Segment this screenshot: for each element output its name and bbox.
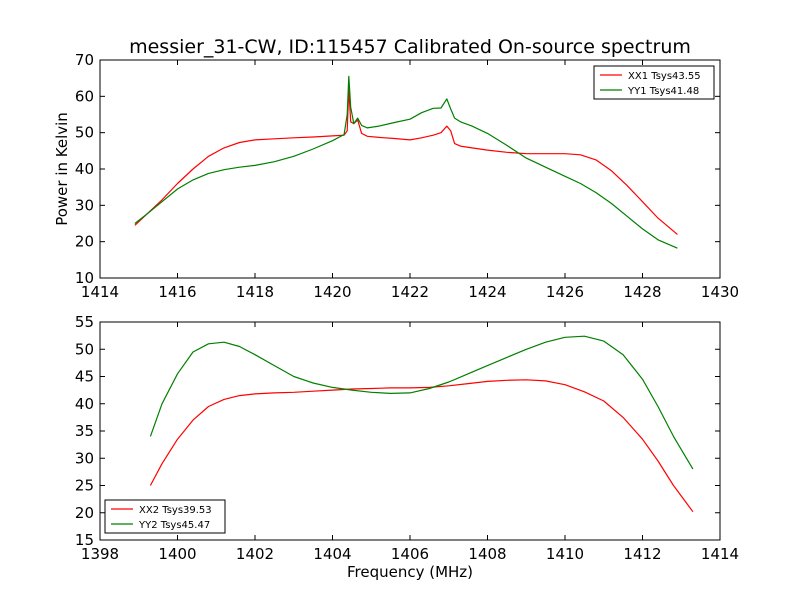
x-tick-label: 1410 [546,545,584,563]
x-tick-label: 1424 [468,283,506,301]
chart-panel-1: 1414 1416 1418 1420 1422 1424 1426 1428 1430 10 20… [53,51,739,301]
x-tick-label: 1408 [468,545,506,563]
y-tick-label: 10 [75,269,94,287]
x-tick-label: 1412 [623,545,661,563]
legend-label-yy: YY1 Tsys41.48 [627,86,699,97]
x-tick-label: 1414 [81,283,119,301]
x-tick-label: 1398 [81,545,119,563]
x-tick-label: 1404 [313,545,351,563]
charts-layer: 1414 1416 1418 1420 1422 1424 1426 1428 1430 10 20… [53,51,739,581]
chart-panel-2: 1398 1400 1402 1404 1406 1408 1410 1412 1414 15 20… [75,313,739,581]
legend-label-xx: XX2 Tsys39.53 [139,505,212,516]
x-tick-label: 1406 [391,545,429,563]
x-tick-label: 1418 [236,283,274,301]
y-tick-label: 50 [75,340,94,358]
x-tick-label: 1430 [701,283,739,301]
y-tick-label: 30 [75,449,94,467]
y-tick-label: 40 [75,160,94,178]
y-tick-label: 25 [75,477,94,495]
x-axis-label: Frequency (MHz) [347,563,473,581]
x-tick-label: 1414 [701,545,739,563]
y-tick-label: 20 [75,504,94,522]
y-tick-label: 70 [75,51,94,69]
legend-label-xx: XX1 Tsys43.55 [628,71,701,82]
series-line-yy [149,335,694,470]
y-tick-label: 45 [75,368,94,386]
x-tick-label: 1422 [391,283,429,301]
series-line-xx [149,379,694,513]
x-tick-label: 1428 [623,283,661,301]
x-tick-label: 1426 [546,283,584,301]
legend-box [104,499,226,534]
series-line-yy [134,75,678,249]
legend-label-yy: YY2 Tsys45.47 [138,520,210,531]
chart-title: messier_31-CW, ID:115457 Calibrated On-s… [129,36,691,58]
y-tick-label: 30 [75,196,94,214]
legend-box [593,65,715,100]
y-tick-label: 60 [75,87,94,105]
y-tick-label: 35 [75,422,94,440]
y-tick-label: 20 [75,233,94,251]
y-axis-label: Power in Kelvin [53,112,71,226]
x-tick-label: 1420 [313,283,351,301]
series-line-xx [134,88,678,235]
x-tick-label: 1416 [158,283,196,301]
y-tick-label: 15 [75,531,94,549]
y-tick-label: 50 [75,124,94,142]
x-tick-label: 1400 [158,545,196,563]
y-tick-label: 40 [75,395,94,413]
y-tick-label: 55 [75,313,94,331]
x-tick-label: 1402 [236,545,274,563]
